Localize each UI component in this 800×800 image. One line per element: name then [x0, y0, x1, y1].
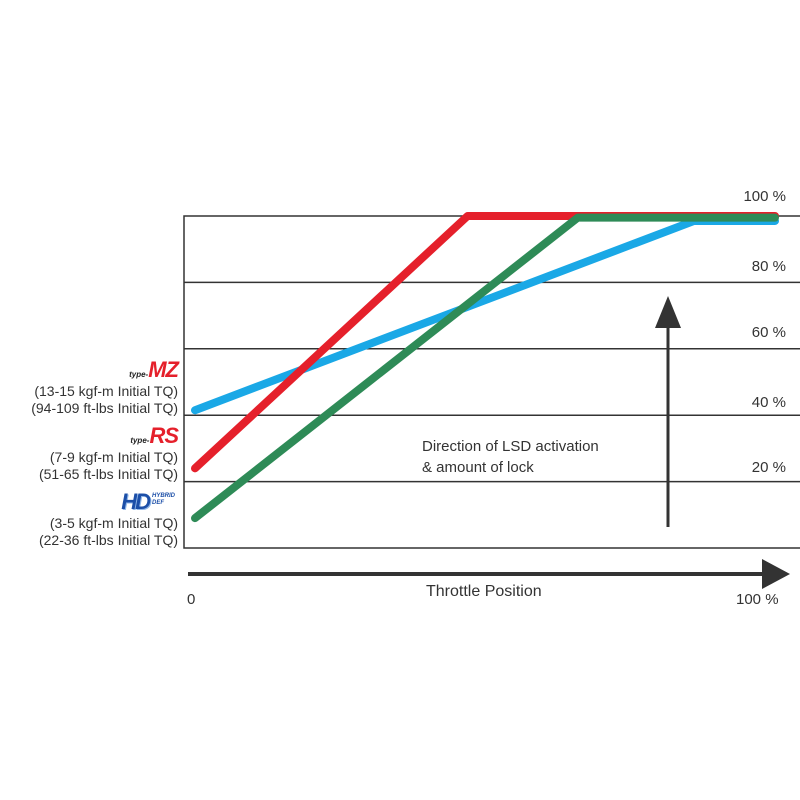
x-tick-label: 100 %: [736, 591, 779, 608]
x-axis-arrow-head: [762, 559, 790, 589]
x-tick-label: 0: [187, 591, 196, 608]
hd-logo: HD HYBRID DEF: [121, 489, 176, 514]
y-tick-label: 80 %: [751, 258, 786, 275]
x-axis-title: Throttle Position: [426, 583, 542, 600]
y-tick-label: 60 %: [751, 324, 786, 341]
legend-text: (51-65 ft-lbs Initial TQ): [38, 466, 178, 482]
y-tick-label: 100 %: [743, 188, 786, 205]
annotation: Direction of LSD activation & amount of …: [422, 436, 599, 478]
legend-text: (94-109 ft-lbs Initial TQ): [31, 400, 178, 416]
legend-text: (7-9 kgf-m Initial TQ): [49, 449, 178, 465]
legend-text: (22-36 ft-lbs Initial TQ): [38, 532, 178, 548]
mz-logo: type-MZ: [129, 357, 179, 382]
series-line: [191, 212, 779, 473]
legend-hd: HD HYBRID DEF (3-5 kgf-m Initial TQ) (22-…: [39, 489, 178, 549]
legend-text: (13-15 kgf-m Initial TQ): [34, 383, 178, 399]
annotation-line: Direction of LSD activation: [422, 438, 599, 455]
annotation-line: & amount of lock: [422, 459, 534, 476]
series-line: [191, 213, 779, 523]
lsd-arrow-head: [655, 296, 681, 328]
legend-mz: type-MZ (13-15 kgf-m Initial TQ) (94-109…: [31, 357, 179, 417]
y-tick-label: 40 %: [751, 394, 786, 411]
series-line: [191, 216, 779, 415]
y-tick-label: 20 %: [751, 459, 786, 476]
rs-logo: type-RS: [130, 423, 179, 448]
legend-rs: type-RS (7-9 kgf-m Initial TQ) (51-65 ft…: [38, 423, 179, 483]
legend-text: (3-5 kgf-m Initial TQ): [49, 515, 178, 531]
